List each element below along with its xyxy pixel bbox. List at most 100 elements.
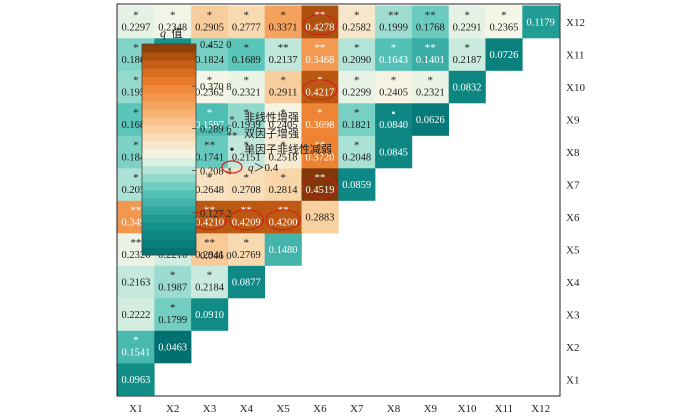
significance-mark: ** <box>204 237 215 249</box>
colorbar-band <box>142 141 196 150</box>
colorbar-band <box>142 206 196 215</box>
cell-value: 0.3468 <box>305 55 334 66</box>
heatmap-cell: 0.2163 <box>117 265 155 299</box>
cell-fill <box>117 330 155 364</box>
legend-label: 非线性增强 <box>244 110 299 124</box>
q-above-0.4-circle <box>302 176 338 198</box>
cell-value: 0.2911 <box>269 88 298 99</box>
significance-mark: ** <box>314 140 325 152</box>
legend-label: 单因子非线性减弱 <box>244 142 332 156</box>
colorbar-band <box>142 44 196 53</box>
heatmap-cell: *0.1597 <box>191 103 229 136</box>
heatmap-cell: *0.2348 <box>154 5 192 39</box>
cell-fill <box>117 363 155 396</box>
significance-mark: * <box>464 10 470 22</box>
heatmap-cell: *0.2911 <box>264 70 302 104</box>
heatmap-cell: *0.1821 <box>338 103 376 136</box>
cell-fill <box>375 5 413 39</box>
cell-value: 0.2405 <box>269 120 298 131</box>
cell-value: 0.4217 <box>305 88 334 99</box>
heatmap-cell: *0.1987 <box>154 265 192 299</box>
heatmap-cell: 0.0626 <box>411 103 449 136</box>
significance-mark: * <box>207 270 213 282</box>
significance-mark: ** <box>204 205 215 217</box>
heatmap-cell: *0.2518 <box>264 135 302 169</box>
cell-value: 0.3492 <box>121 218 150 229</box>
cell-fill <box>264 38 302 71</box>
colorbar-band <box>142 173 196 183</box>
cell-value: 0.4278 <box>305 23 334 34</box>
column-labels: X1 X2 X3 X4 X5 X6 X7 X8 X9 X10 X11 X12 <box>129 403 550 415</box>
cell-value: 0.1847 <box>121 153 150 164</box>
cell-fill <box>411 70 449 104</box>
significance-mark: * <box>317 75 323 87</box>
cell-value: 0.0963 <box>121 375 150 386</box>
cell-value: 0.1824 <box>195 55 225 66</box>
cell-fill <box>522 5 560 39</box>
significance-mark: * <box>391 42 397 54</box>
cell-fill <box>485 38 523 71</box>
heatmap-cell: 0.0463 <box>154 330 192 364</box>
cell-value: 0.2184 <box>195 283 225 294</box>
significance-mark: * <box>133 140 139 152</box>
cell-value: 0.1799 <box>158 315 187 326</box>
significance-mark: ** <box>130 237 141 249</box>
cell-value: 0.2163 <box>121 278 150 289</box>
heatmap-cell: *0.2187 <box>448 38 486 71</box>
colorbar-band <box>142 246 196 256</box>
significance-mark: * <box>207 42 213 54</box>
significance-mark: * <box>244 140 250 152</box>
cell-fill <box>227 103 265 136</box>
significance-mark: * <box>464 42 470 54</box>
colorbar-band <box>142 84 196 94</box>
cell-fill <box>191 168 229 201</box>
cell-value: 0.1821 <box>342 120 371 131</box>
cell-fill <box>448 38 486 71</box>
cell-value: 0.3720 <box>305 153 334 164</box>
legend-label: q＞0.4 <box>248 162 279 174</box>
cell-value: 0.2090 <box>342 55 371 66</box>
heatmap-cell: *0.2405 <box>264 103 302 136</box>
column-label: X12 <box>531 403 550 415</box>
cell-value: 0.2321 <box>232 88 261 99</box>
row-label: X9 <box>566 114 580 126</box>
heatmap-cell: **0.1999 <box>375 5 413 39</box>
significance-mark: ** <box>278 42 289 54</box>
significance-mark: * <box>244 172 250 184</box>
row-label: X4 <box>566 277 580 289</box>
significance-mark: * <box>133 75 139 87</box>
column-label: X9 <box>424 403 438 415</box>
colorbar-band <box>142 165 196 175</box>
legend-circle-symbol <box>221 160 243 174</box>
cell-value: 0.1999 <box>379 23 408 34</box>
significance-mark: * <box>170 10 176 22</box>
q-above-0.4-circle <box>228 209 264 231</box>
cell-fill <box>154 330 192 364</box>
heatmap-cell: **0.4209 <box>227 200 265 234</box>
cell-fill <box>264 5 302 39</box>
q-above-0.4-circle <box>265 209 301 231</box>
cell-value: 0.0840 <box>379 120 408 131</box>
colorbar-band <box>142 100 196 110</box>
colorbar-band <box>142 133 196 142</box>
legend-symbol: ** <box>227 130 238 142</box>
cell-fill <box>338 168 376 201</box>
significance-mark: * <box>170 270 176 282</box>
significance-mark: * <box>354 42 360 54</box>
cell-value: 0.0877 <box>232 278 261 289</box>
cell-value: 0.2708 <box>232 185 261 196</box>
cell-fill <box>191 38 229 71</box>
cell-fill <box>154 298 192 331</box>
column-label: X11 <box>495 403 514 415</box>
cell-fill <box>375 38 413 71</box>
cell-value: 0.2057 <box>121 185 150 196</box>
heatmap-cell: **0.2941 <box>191 233 229 266</box>
cell-fill <box>191 103 229 136</box>
row-labels: X1 X2 X3 X4 X5 X6 X7 X8 X9 X10 X11 X12 <box>566 17 585 387</box>
cell-value: 0.1863 <box>121 55 150 66</box>
column-label: X6 <box>313 403 327 415</box>
heatmap-cell: **0.4210 <box>191 200 229 234</box>
row-label: X7 <box>566 179 580 191</box>
significance-mark: * <box>133 335 139 347</box>
